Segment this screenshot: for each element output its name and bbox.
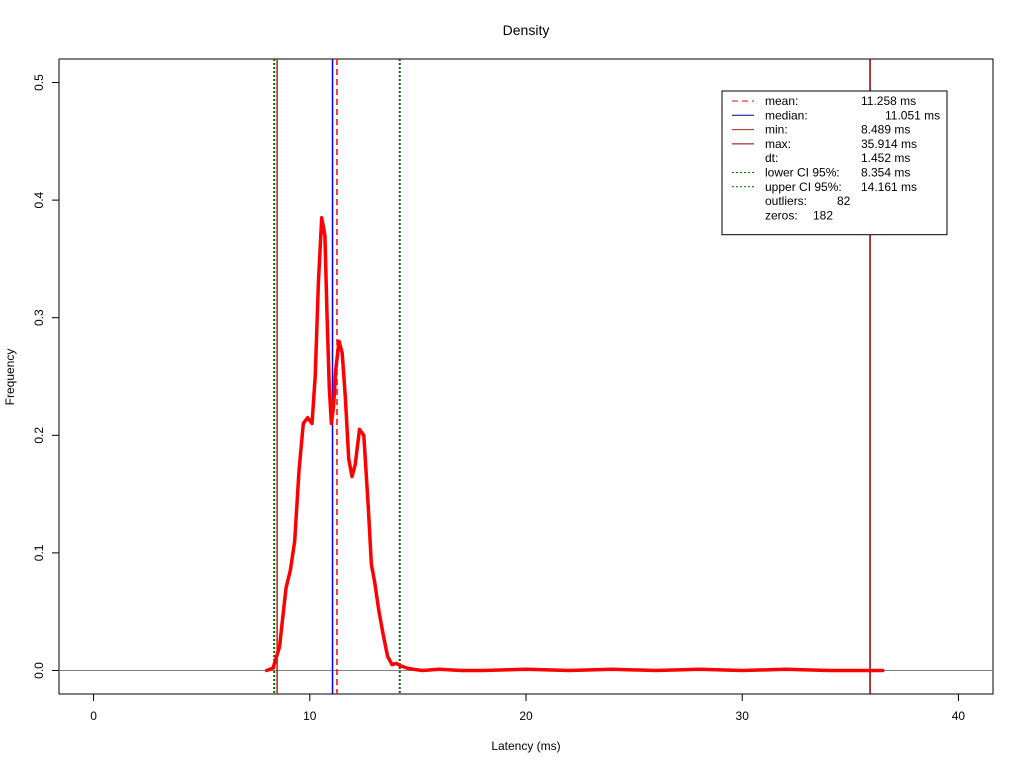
legend-label: outliers: [765, 194, 807, 208]
legend-label: mean: [765, 94, 798, 108]
legend-label: lower CI 95%: [765, 166, 840, 180]
legend-label: min: [765, 123, 788, 137]
legend-label: max: [765, 137, 791, 151]
legend-value: 11.051 ms [885, 108, 940, 122]
x-tick-label: 20 [519, 709, 533, 723]
chart-title: Density [503, 22, 550, 38]
legend-label: median: [765, 108, 808, 122]
legend: mean: 11.258 ms median: 11.051 ms min: 8.489 … [721, 90, 948, 236]
legend-value: 8.489 ms [861, 123, 910, 137]
legend-value: 82 [837, 194, 851, 208]
x-tick-label: 30 [736, 709, 750, 723]
y-tick-label: 0.1 [32, 544, 46, 561]
y-tick-label: 0.3 [32, 309, 46, 326]
legend-value: 1.452 ms [861, 151, 910, 165]
legend-value: 182 [813, 208, 833, 222]
plot-area: 0 10 20 30 40 0.0 0.1 0.2 0.3 0.4 0.5 [32, 58, 994, 723]
y-tick-label: 0.2 [32, 427, 46, 444]
legend-box [721, 90, 948, 236]
y-tick-label: 0.5 [32, 74, 46, 91]
y-tick-label: 0.0 [32, 662, 46, 679]
legend-label: zeros: [765, 208, 798, 222]
legend-value: 35.914 ms [861, 137, 917, 151]
y-tick-label: 0.4 [32, 191, 46, 208]
x-axis-label: Latency (ms) [491, 739, 560, 753]
x-tick-label: 0 [90, 709, 97, 723]
legend-value: 11.258 ms [861, 94, 916, 108]
x-tick-label: 10 [303, 709, 317, 723]
legend-label: dt: [765, 151, 778, 165]
legend-value: 14.161 ms [861, 180, 917, 194]
legend-label: upper CI 95%: [765, 180, 842, 194]
x-tick-label: 40 [952, 709, 966, 723]
density-curve [264, 216, 885, 673]
legend-value: 8.354 ms [861, 166, 910, 180]
y-axis-label: Frequency [3, 349, 17, 406]
